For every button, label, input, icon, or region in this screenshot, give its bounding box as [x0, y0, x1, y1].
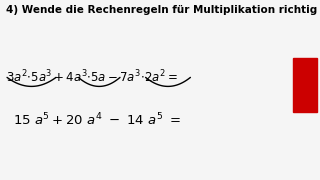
Text: 4) Wende die Rechenregeln für Multiplikation richtig an:: 4) Wende die Rechenregeln für Multiplika… — [6, 5, 320, 15]
Bar — [293, 58, 317, 112]
Text: $15\ a^5 + 20\ a^4\ -\ 14\ a^5\ =$: $15\ a^5 + 20\ a^4\ -\ 14\ a^5\ =$ — [13, 112, 181, 128]
Text: $3a^2{\cdot}5a^3 + 4a^3{\cdot}5a - 7a^3{\cdot}2a^2 =$: $3a^2{\cdot}5a^3 + 4a^3{\cdot}5a - 7a^3{… — [6, 68, 178, 85]
